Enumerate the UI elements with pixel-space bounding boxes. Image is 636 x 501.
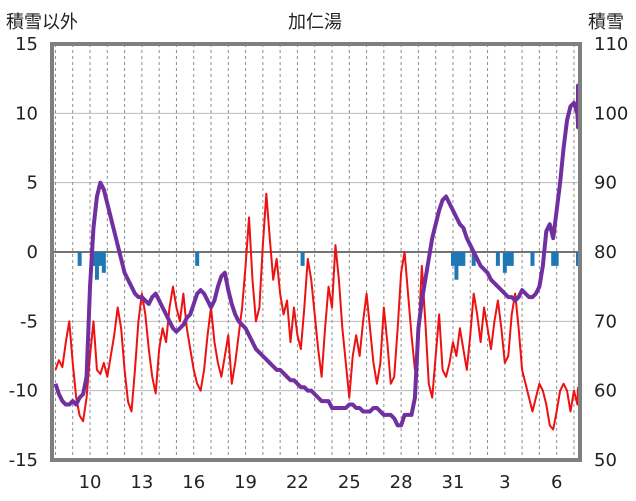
x-tick-label: 22 — [286, 472, 309, 493]
y-left-tick-label: 15 — [15, 34, 38, 55]
y-right-tick-label: 50 — [594, 450, 617, 471]
precipitation-bar — [509, 252, 514, 266]
x-tick-label: 6 — [551, 472, 562, 493]
x-tick-label: 16 — [182, 472, 205, 493]
precipitation-bar — [454, 252, 459, 280]
x-tick-label: 19 — [234, 472, 257, 493]
y-right-tick-label: 70 — [594, 311, 617, 332]
precipitation-bar — [502, 252, 507, 273]
y-left-tick-label: -5 — [20, 311, 38, 332]
right-axis-label: 積雪 — [588, 12, 624, 33]
precipitation-bar — [461, 252, 466, 266]
plot-frame — [50, 42, 582, 462]
precipitation-bar — [495, 252, 500, 266]
x-tick-label: 31 — [442, 472, 465, 493]
x-tick-label: 25 — [338, 472, 361, 493]
y-left-tick-label: 5 — [27, 173, 38, 194]
x-tick-label: 3 — [499, 472, 510, 493]
y-right-tick-label: 60 — [594, 381, 617, 402]
y-right-tick-label: 100 — [594, 103, 628, 124]
y-right-tick-label: 90 — [594, 173, 617, 194]
x-tick-label: 28 — [390, 472, 413, 493]
precipitation-bar — [450, 252, 455, 266]
x-tick-label: 10 — [79, 472, 102, 493]
precipitation-bar — [300, 252, 305, 266]
left-axis-label: 積雪以外 — [6, 12, 78, 33]
x-tick-label: 13 — [130, 472, 153, 493]
precipitation-bar — [98, 252, 103, 266]
precipitation-bar — [551, 252, 556, 266]
series-lines — [53, 83, 580, 431]
precipitation-bar — [530, 252, 535, 266]
plot-border — [50, 42, 582, 462]
precipitation-bar — [101, 252, 106, 273]
y-left-tick-label: 10 — [15, 103, 38, 124]
y-left-tick-label: -15 — [9, 450, 38, 471]
precipitation-bars — [77, 252, 580, 280]
precipitation-bar — [94, 252, 99, 280]
snow-depth-line — [53, 83, 580, 428]
y-right-tick-label: 110 — [594, 34, 628, 55]
y-left-tick-label: -10 — [9, 381, 38, 402]
precipitation-bar — [195, 252, 200, 266]
precipitation-bar — [506, 252, 511, 266]
chart-title: 加仁湯 — [288, 12, 342, 33]
temperature-line — [54, 192, 579, 431]
y-right-tick-label: 80 — [594, 242, 617, 263]
precipitation-bar — [77, 252, 82, 266]
precipitation-bar — [457, 252, 462, 266]
y-left-tick-label: 0 — [27, 242, 38, 263]
tick-labels: -15 -10 -5 0 5 10 15 50 60 70 80 90 100 110 10 13 16 19 22… — [9, 34, 629, 493]
precipitation-bar — [471, 252, 476, 266]
precipitation-bar — [554, 252, 559, 266]
